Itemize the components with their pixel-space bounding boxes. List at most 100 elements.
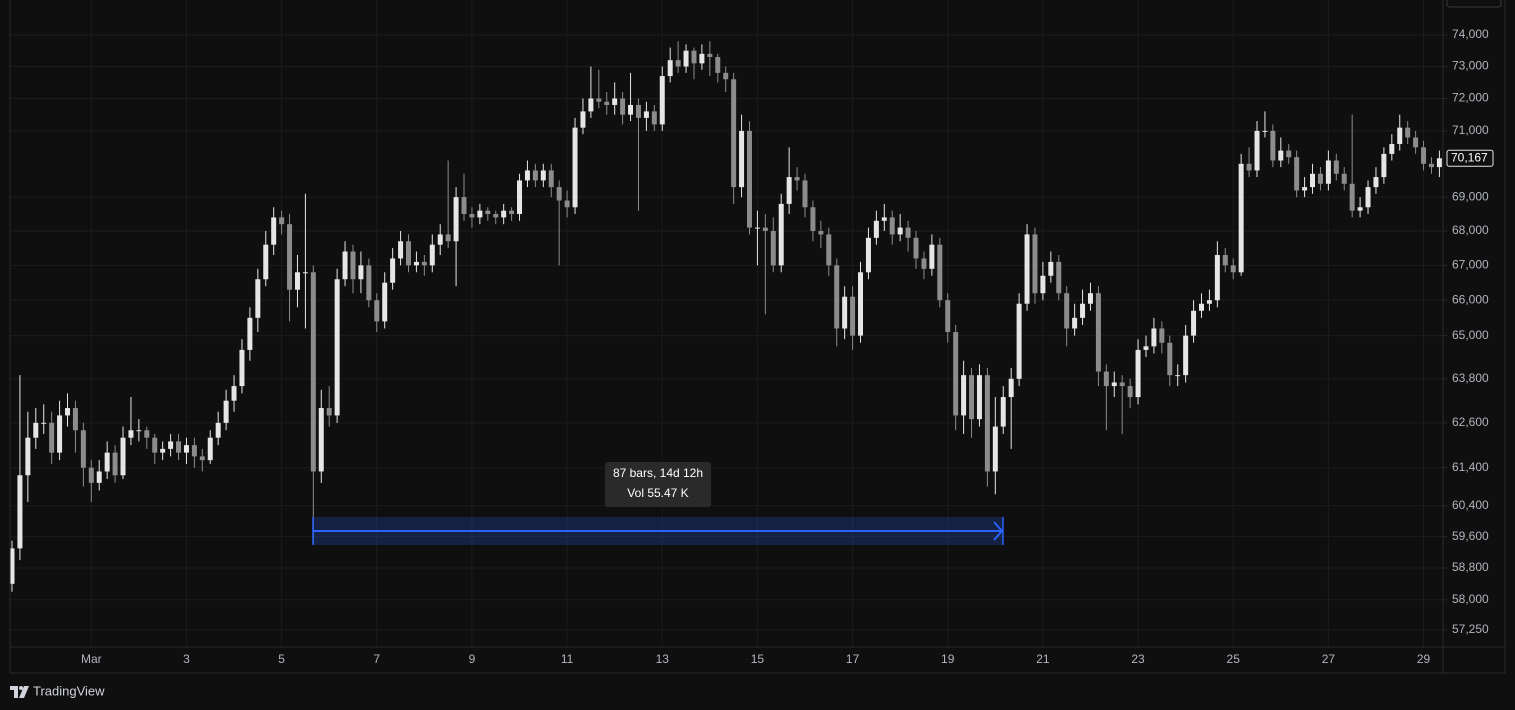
candle-body: [913, 237, 919, 259]
candle-body: [1317, 173, 1323, 184]
y-tick-label: 63,800: [1452, 371, 1489, 385]
candle-body: [1246, 163, 1252, 171]
candle-body: [1032, 234, 1038, 294]
candle-body: [881, 217, 887, 221]
candle-body: [1230, 265, 1236, 273]
candle-body: [96, 471, 102, 483]
candle-body: [762, 227, 768, 232]
candle-body: [889, 217, 895, 235]
candle-body: [746, 130, 752, 228]
scale-button[interactable]: [1446, 0, 1502, 8]
measure-tool: 87 bars, 14d 12h Vol 55.47 K: [312, 462, 1004, 545]
x-tick-label: 25: [1227, 652, 1241, 666]
candle-body: [9, 548, 15, 584]
candle-body: [517, 180, 523, 215]
y-tick-label: 59,600: [1452, 529, 1489, 543]
candle-body: [485, 210, 491, 215]
candle-body: [1413, 137, 1419, 148]
x-tick-label: 5: [278, 652, 285, 666]
measure-volume: Vol 55.47 K: [627, 486, 688, 500]
candle-body: [770, 231, 776, 266]
candle-body: [374, 300, 380, 322]
candle-body: [1310, 173, 1316, 188]
candle-body: [858, 272, 864, 336]
candle-body: [1008, 378, 1014, 398]
candle-body: [810, 207, 816, 232]
candle-body: [318, 408, 324, 472]
candle-body: [588, 98, 594, 112]
candle-body: [635, 104, 641, 118]
candle-body: [897, 227, 903, 235]
candle-body: [992, 426, 998, 472]
candle-body: [842, 296, 848, 329]
y-tick-label: 62,600: [1452, 415, 1489, 429]
candle-body: [120, 437, 126, 476]
candle-body: [1024, 234, 1030, 304]
candle-body: [509, 210, 515, 215]
candle-body: [715, 57, 721, 73]
candle-body: [445, 234, 451, 242]
candle-body: [302, 272, 308, 274]
candle-body: [548, 170, 554, 188]
y-tick-label: 66,000: [1452, 292, 1489, 306]
candle-body: [580, 111, 586, 128]
candle-body: [390, 258, 396, 283]
y-tick-label: 69,000: [1452, 189, 1489, 203]
candle-body: [199, 456, 205, 461]
candle-body: [794, 177, 800, 181]
candle-body: [1143, 346, 1149, 350]
x-tick-label: 13: [656, 652, 670, 666]
x-tick-label: Mar: [81, 652, 102, 666]
candle-body: [1167, 342, 1173, 376]
candle-body: [271, 217, 277, 245]
candle-body: [873, 220, 879, 238]
candle-body: [921, 258, 927, 269]
candle-body: [88, 467, 94, 483]
last-price-label: 70,167: [1451, 150, 1488, 164]
candle-body: [310, 272, 316, 472]
candle-body: [469, 214, 475, 218]
candle-body: [905, 227, 911, 238]
candle-body: [1389, 144, 1395, 154]
candle-body: [937, 244, 943, 301]
candle-body: [1159, 328, 1165, 343]
candle-body: [326, 408, 332, 416]
candle-body: [1349, 183, 1355, 211]
candle-body: [1135, 349, 1141, 398]
candle-body: [556, 187, 562, 201]
y-tick-label: 57,250: [1452, 622, 1489, 636]
candle-body: [1436, 158, 1442, 168]
candle-body: [1428, 163, 1434, 168]
candle-body: [1381, 153, 1387, 178]
x-tick-label: 19: [941, 652, 955, 666]
candle-body: [65, 408, 71, 416]
y-tick-label: 67,000: [1452, 258, 1489, 272]
candle-body: [334, 279, 340, 416]
candle-body: [731, 79, 737, 188]
candle-body: [976, 375, 982, 420]
candle-body: [294, 272, 300, 290]
candle-body: [1262, 130, 1268, 132]
candle-body: [532, 170, 538, 181]
x-tick-label: 17: [846, 652, 860, 666]
candle-body: [1000, 397, 1006, 427]
candle-body: [524, 170, 530, 181]
candle-body: [1095, 293, 1101, 372]
candle-body: [279, 217, 285, 225]
y-tick-label: 61,400: [1452, 460, 1489, 474]
candle-body: [223, 400, 229, 423]
candle-body: [128, 430, 134, 438]
candle-body: [1183, 335, 1189, 376]
candle-body: [176, 441, 182, 453]
x-tick-label: 15: [751, 652, 765, 666]
candle-body: [929, 244, 935, 269]
candle-body: [429, 244, 435, 266]
candle-body: [667, 60, 673, 77]
candle-body: [104, 452, 110, 472]
candle-body: [501, 210, 507, 218]
candle-body: [675, 60, 681, 67]
candle-body: [1119, 382, 1125, 387]
candle-body: [80, 430, 86, 468]
candle-body: [683, 50, 689, 67]
